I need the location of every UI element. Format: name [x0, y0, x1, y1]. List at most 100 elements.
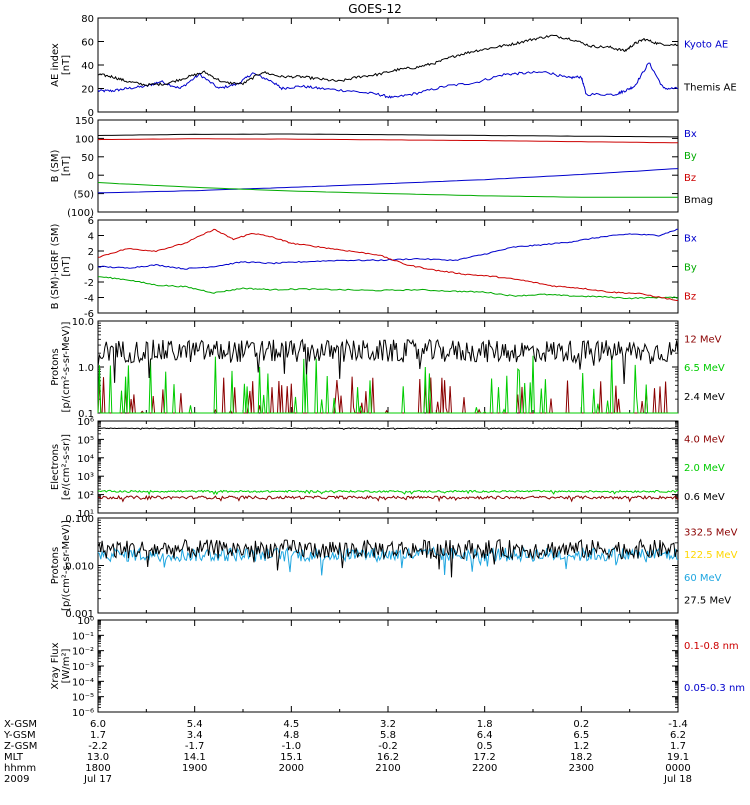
x-row-value: 1.8 — [477, 719, 493, 730]
y-tick-label: 0.010 — [65, 562, 94, 573]
panel-5: 10¹ 10² 10³ 10⁴ 10⁵ 10⁶ Electrons[e/(cm²-s-sr)… — [50, 417, 725, 520]
panel-6: 0.001 0.010 0.100Protons[p/(cm²-s-sr-MeV)]… — [50, 514, 738, 620]
x-row-value: 0.5 — [477, 741, 493, 752]
series-4-0-mev — [98, 494, 679, 503]
x-row-value: 4.8 — [283, 730, 299, 741]
x-row-value: 6.2 — [670, 730, 686, 741]
x-row-value: 5.8 — [380, 730, 396, 741]
series-by — [97, 276, 679, 300]
x-row-value: 18.2 — [570, 752, 592, 763]
y-tick-label: 0 — [88, 171, 94, 182]
y-tick-label: 10⁻² — [72, 647, 94, 658]
y-tick-label: 0 — [88, 108, 94, 119]
series-kyoto-ae — [97, 62, 678, 99]
x-row-value: 2100 — [375, 763, 400, 774]
series-27-5-mev — [97, 538, 679, 578]
x-row-value: -0.2 — [378, 741, 398, 752]
legend-entry: Bx — [684, 233, 697, 244]
y-tick-label: 10⁻⁵ — [72, 693, 94, 704]
y-tick-label: 40 — [81, 61, 94, 72]
y-axis-label: Protons[p/(cm²-s-sr-MeV)] — [50, 321, 72, 412]
x-row-value: 0.2 — [573, 719, 589, 730]
series-0-6-mev — [97, 427, 678, 431]
legend-entry: 0.05-0.3 nm — [684, 683, 745, 694]
y-tick-label: 10⁻¹ — [72, 631, 94, 642]
panel-frame — [97, 119, 679, 213]
y-tick-label: 10⁵ — [77, 435, 94, 446]
y-tick-label: 10⁻⁶ — [72, 708, 94, 719]
y-axis-label: Electrons[e/(cm²-s-sr)] — [50, 434, 72, 500]
y-tick-label: 10³ — [77, 472, 94, 483]
x-row-value: 1.7 — [90, 730, 106, 741]
y-tick-label: 10⁻³ — [72, 662, 94, 673]
y-tick-label: 20 — [81, 85, 94, 96]
x-row-value: 19.1 — [667, 752, 689, 763]
x-row-value: -2.2 — [88, 741, 108, 752]
x-row-value: 6.0 — [90, 719, 106, 730]
y-tick-label: 100 — [75, 134, 94, 145]
x-row-value: -1.7 — [185, 741, 205, 752]
y-tick-label: 0.001 — [65, 609, 94, 620]
x-row-label: Y-GSM — [3, 730, 36, 741]
y-tick-label: 10⁶ — [77, 417, 94, 428]
series-bz — [97, 138, 678, 144]
x-row-value: Jul 17 — [83, 774, 112, 785]
y-tick-label: 0.100 — [65, 514, 94, 525]
legend-entry: Bx — [684, 129, 697, 140]
x-row-value: 6.5 — [573, 730, 589, 741]
y-tick-label: 0.1 — [78, 409, 94, 420]
x-row-value: 17.2 — [474, 752, 496, 763]
legend-entry: Bmag — [684, 195, 713, 206]
x-row-label: MLT — [4, 752, 24, 763]
x-row-value: 3.2 — [380, 719, 396, 730]
x-row-value: 1.2 — [573, 741, 589, 752]
y-axis-label: B (SM)[nT] — [50, 149, 72, 182]
y-tick-label: 10⁴ — [77, 454, 94, 465]
y-axis-label: AE index[nT] — [50, 43, 72, 87]
legend-entry: 122.5 MeV — [684, 550, 738, 561]
panel-2: (100) (50) 0 50 100 150 B (SM)[nT] Bx By Bz Bmag — [50, 116, 713, 219]
series-2-4-mev — [97, 338, 679, 385]
y-tick-label: 150 — [75, 116, 94, 127]
x-row-value: 1800 — [85, 763, 110, 774]
panel-frame — [97, 320, 679, 414]
x-row-value: 0000 — [665, 763, 690, 774]
y-tick-label: 10² — [77, 491, 94, 502]
y-axis-label: Protons[p/(cm²-s-sr-MeV)] — [50, 520, 72, 611]
x-row-value: 2000 — [279, 763, 304, 774]
x-row-value: 2300 — [569, 763, 594, 774]
panel-7: 10⁻⁶ 10⁻⁵ 10⁻⁴ 10⁻³ 10⁻² 10⁻¹ 10⁰ Xray Flux[W/m… — [50, 616, 745, 719]
panel-frame — [97, 420, 679, 514]
x-row-value: 13.0 — [87, 752, 109, 763]
series-6-5-mev — [97, 355, 678, 414]
series-by — [97, 182, 678, 198]
y-tick-label: 10⁰ — [77, 616, 94, 627]
legend-entry: Kyoto AE — [684, 40, 728, 51]
panel-frame — [97, 219, 679, 314]
y-tick-label: 4 — [88, 232, 94, 243]
legend-entry: By — [684, 151, 697, 162]
y-tick-label: 50 — [81, 153, 94, 164]
legend-entry: 60 MeV — [684, 573, 722, 584]
y-tick-label: (50) — [73, 190, 94, 201]
y-axis-label: B (SM)-IGRF (SM)[nT] — [50, 224, 72, 310]
y-tick-label: 10⁻⁴ — [72, 677, 94, 688]
series-60-mev — [97, 546, 679, 576]
x-row-value: 16.2 — [377, 752, 399, 763]
legend-entry: Bz — [684, 173, 696, 184]
y-tick-label: 6 — [88, 216, 94, 227]
series-bx — [97, 228, 678, 270]
x-row-label: hhmm — [4, 763, 36, 774]
legend-entry: 2.0 MeV — [684, 463, 725, 474]
y-tick-label: (100) — [67, 208, 94, 219]
panel-frame — [97, 17, 679, 113]
x-row-value: 6.4 — [477, 730, 493, 741]
plot-title: GOES-12 — [348, 2, 402, 16]
panel-3: -6 -4 -2 0 2 4 6 B (SM)-IGRF (SM)[nT] Bx By Bz — [50, 216, 697, 320]
legend-entry: Themis AE — [683, 82, 737, 93]
y-axis-label: Xray Flux[W/m²] — [50, 642, 72, 689]
x-row-label: X-GSM — [4, 719, 37, 730]
x-row-value: 14.1 — [184, 752, 206, 763]
